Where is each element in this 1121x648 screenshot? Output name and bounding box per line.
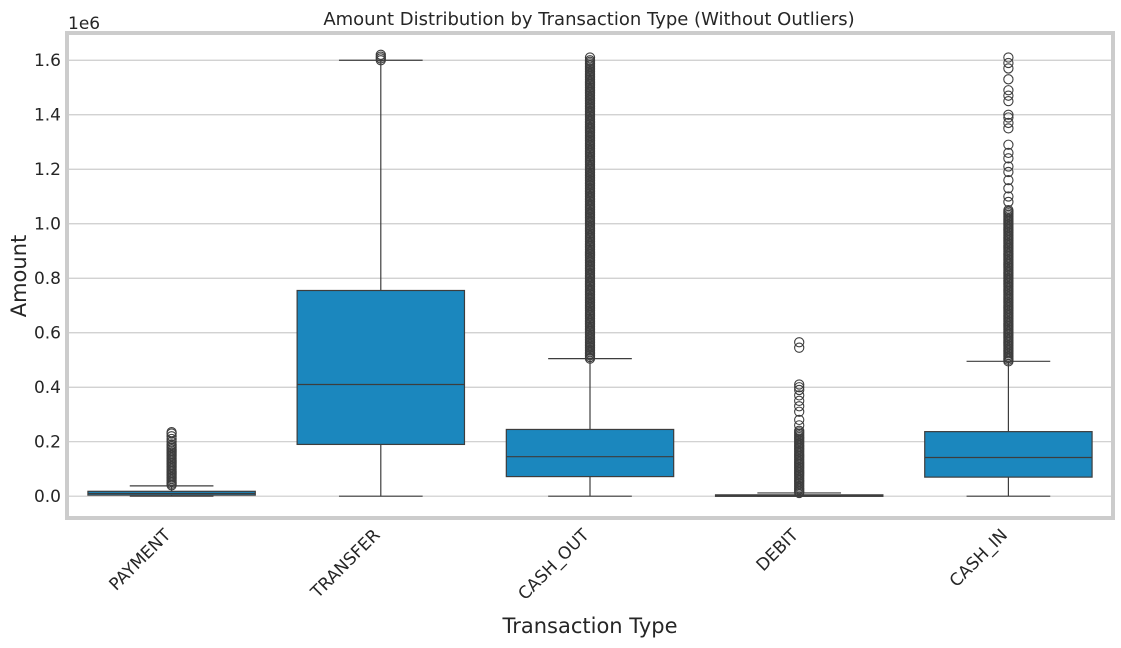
outlier-point [1003, 139, 1014, 150]
outlier-point [1003, 109, 1014, 120]
outlier-point [1003, 63, 1014, 74]
outlier-point [584, 55, 596, 66]
y-tick-label: 0.8 [34, 269, 61, 289]
outlier-point [166, 431, 177, 442]
outlier-point [1003, 153, 1014, 164]
iqr-box [505, 428, 675, 478]
outlier-point [794, 395, 805, 406]
outlier-point [1003, 196, 1014, 208]
outlier-point [794, 384, 805, 396]
x-tick-label: PAYMENT [106, 525, 176, 595]
outlier-point [1003, 166, 1014, 178]
y-tick-label: 1.2 [34, 160, 61, 180]
x-tick-label: DEBIT [753, 525, 804, 576]
y-tick-label: 1.0 [34, 215, 61, 235]
y-tick-label: 0.6 [34, 324, 61, 344]
outlier-point [375, 49, 386, 60]
outlier-point [1003, 90, 1014, 101]
x-tick-layer: PAYMENT TRANSFER CASH_OUT DEBIT CASH_IN [106, 525, 1012, 604]
box-debit [714, 337, 884, 499]
y-tick-layer: 0.0 0.2 0.4 0.6 0.8 1.0 1.2 1.4 1.6 [34, 51, 61, 507]
box-transfer [296, 49, 466, 497]
outlier-point [1003, 147, 1014, 159]
y-tick-label: 0.4 [34, 378, 61, 398]
outlier-point [1003, 57, 1014, 69]
outlier-point [1003, 183, 1014, 194]
outlier-point [794, 382, 805, 393]
outlier-point [166, 427, 177, 438]
iqr-box [296, 289, 466, 446]
outlier-point [1003, 85, 1014, 96]
outlier-point [794, 342, 805, 353]
outlier-point [794, 337, 805, 348]
plot-frame [65, 31, 1115, 520]
box-cash-out [505, 52, 675, 497]
outlier-point [794, 414, 805, 426]
box-layer [87, 49, 1093, 499]
outlier-point [1003, 52, 1014, 63]
chart-title: Amount Distribution by Transaction Type … [323, 9, 854, 30]
outlier-point [1003, 112, 1014, 123]
y-tick-label: 1.4 [34, 106, 61, 126]
outlier-point [1003, 191, 1014, 202]
outlier-point [794, 425, 805, 436]
y-tick-label: 1.6 [34, 51, 61, 71]
outlier-point [1003, 95, 1014, 107]
outlier-point [1003, 74, 1014, 85]
y-axis-label: Amount [7, 235, 31, 318]
offset-label: 1e6 [68, 14, 100, 34]
outlier-point [1003, 161, 1014, 172]
outlier-point [166, 439, 177, 450]
box-cash-in [924, 52, 1093, 497]
outlier-point [1003, 204, 1014, 216]
outlier-point [1003, 117, 1014, 129]
outlier-point [794, 390, 805, 401]
outlier-point [1003, 123, 1014, 134]
iqr-box [924, 431, 1093, 478]
outlier-point [794, 406, 805, 417]
outlier-point [1003, 174, 1014, 186]
x-tick-label: CASH_IN [946, 525, 1012, 591]
x-axis-label: Transaction Type [501, 614, 677, 638]
outlier-point [166, 433, 177, 445]
box-payment [87, 427, 256, 497]
y-tick-label: 0.2 [34, 433, 61, 453]
outlier-point [794, 401, 805, 412]
outlier-point [584, 52, 596, 63]
outlier-point [794, 379, 805, 390]
outlier-point [794, 420, 805, 431]
x-tick-label: CASH_OUT [514, 525, 593, 604]
y-tick-label: 0.0 [34, 487, 61, 507]
x-tick-label: TRANSFER [307, 525, 385, 603]
